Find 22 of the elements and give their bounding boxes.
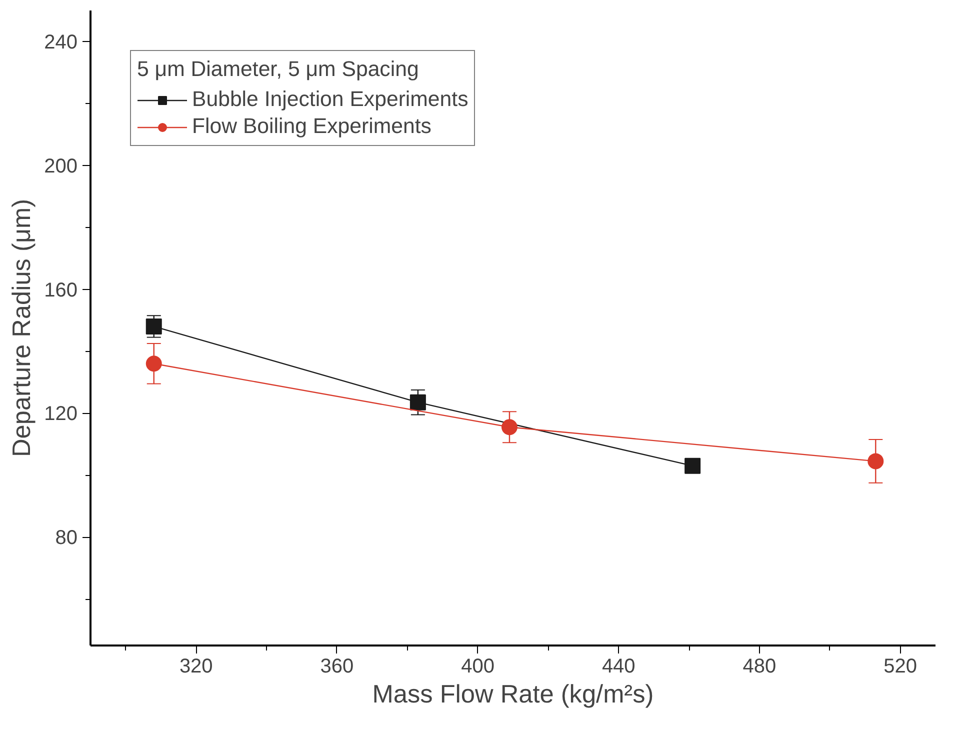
x-tick-label: 400 [461, 656, 494, 678]
x-tick-label: 520 [884, 656, 917, 678]
legend-title: 5 μm Diameter, 5 μm Spacing [137, 57, 420, 82]
legend-label: Flow Boiling Experiments [192, 114, 432, 139]
y-axis-title: Departure Radius (μm) [8, 198, 36, 458]
legend-label: Bubble Injection Experiments [192, 87, 468, 112]
y-tick-label: 240 [44, 31, 78, 54]
y-tick-label: 160 [44, 279, 78, 302]
point [410, 394, 426, 410]
point [146, 318, 162, 334]
x-tick-label: 480 [742, 656, 776, 678]
x-tick-label: 440 [602, 656, 636, 678]
point [501, 419, 518, 436]
point [684, 458, 701, 474]
x-tick-label: 320 [179, 656, 213, 678]
x-axis-title: Mass Flow Rate (kg/m²s) [372, 680, 654, 708]
y-tick-label: 120 [44, 403, 78, 426]
point [146, 356, 162, 372]
x-tick-label: 360 [320, 656, 354, 678]
y-tick-label: 200 [44, 155, 78, 178]
point [868, 453, 884, 470]
y-tick-label: 80 [55, 527, 78, 550]
